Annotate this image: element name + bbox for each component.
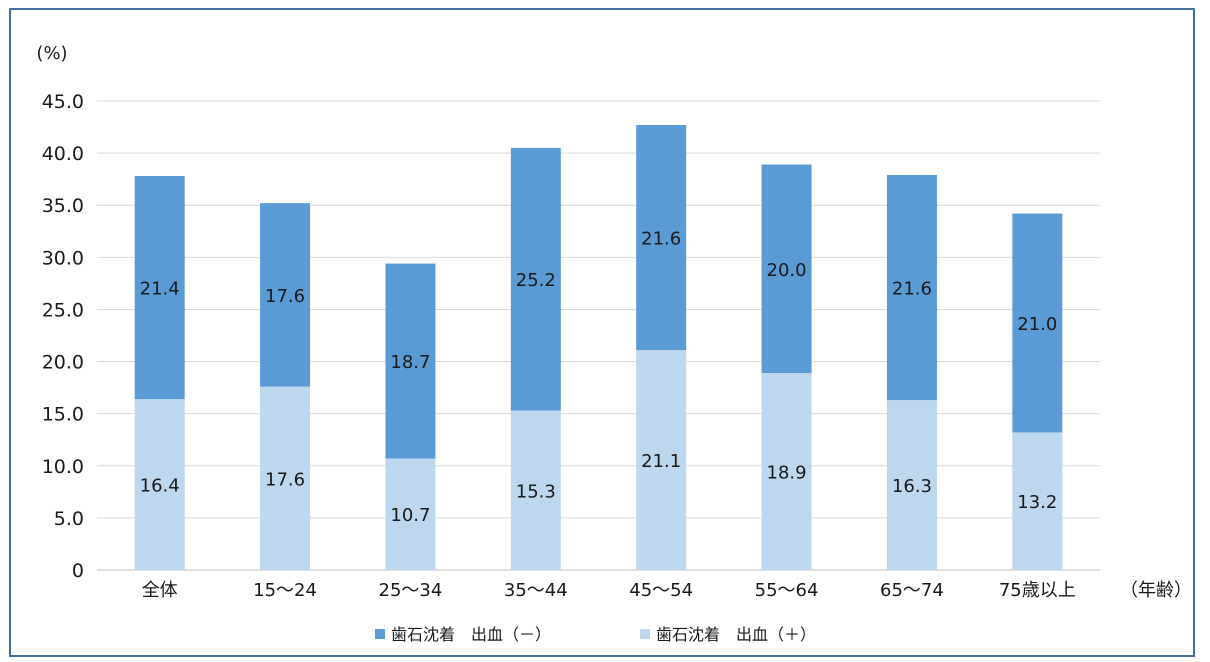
y-axis-unit-label: (%) [36, 43, 67, 64]
y-tick-label: 25.0 [42, 299, 84, 321]
bar-segment-series-1 [761, 164, 812, 374]
y-tick-label: 0 [72, 560, 84, 582]
x-category-label: 65～74 [880, 580, 944, 601]
data-label: 15.3 [516, 481, 556, 502]
x-category-label: 15～24 [253, 580, 317, 601]
legend-label: 歯石沈着 出血（＋） [656, 625, 816, 644]
data-label: 18.9 [767, 463, 807, 484]
data-label: 18.7 [390, 352, 430, 373]
data-label: 21.4 [140, 279, 180, 300]
bar-segment-series-1 [260, 203, 311, 387]
y-tick-label: 45.0 [42, 91, 84, 113]
bar-segment-series-1 [385, 263, 436, 459]
bar-segment-series-0 [886, 400, 937, 570]
data-label: 25.2 [516, 270, 556, 291]
y-tick-label: 5.0 [54, 508, 84, 530]
bar-segment-series-0 [1012, 432, 1063, 570]
data-label: 17.6 [265, 469, 305, 490]
data-label: 21.6 [641, 229, 681, 250]
y-tick-label: 35.0 [42, 195, 84, 217]
bar-segment-series-0 [510, 410, 561, 570]
y-tick-label: 20.0 [42, 352, 84, 374]
data-label: 13.2 [1017, 492, 1057, 513]
y-tick-label: 40.0 [42, 143, 84, 165]
bar-segment-series-1 [1012, 213, 1063, 433]
x-axis-unit-label: （年齢） [1120, 580, 1192, 601]
legend-swatch [640, 629, 650, 639]
bar-segment-series-1 [134, 176, 185, 400]
y-tick-label: 10.0 [42, 456, 84, 478]
data-label: 16.4 [140, 476, 180, 497]
legend-label: 歯石沈着 出血（－） [391, 625, 551, 644]
bar-segment-series-0 [134, 399, 185, 570]
x-category-label: 75歳以上 [999, 580, 1076, 601]
data-label: 21.0 [1017, 314, 1057, 335]
x-category-label: 35～44 [504, 580, 568, 601]
data-label: 20.0 [767, 260, 807, 281]
x-category-label: 55～64 [755, 580, 819, 601]
legend-swatch [375, 629, 385, 639]
bar-segment-series-0 [636, 350, 687, 570]
x-category-label: 25～34 [379, 580, 443, 601]
bar-segment-series-1 [636, 124, 687, 351]
data-label: 10.7 [390, 505, 430, 526]
bar-segment-series-0 [260, 386, 311, 570]
bar-segment-series-1 [510, 147, 561, 411]
y-tick-label: 15.0 [42, 404, 84, 426]
data-label: 16.3 [892, 476, 932, 497]
bar-segment-series-0 [761, 373, 812, 570]
x-category-label: 全体 [142, 580, 178, 601]
chart-frame [9, 8, 1195, 657]
data-label: 21.1 [641, 451, 681, 472]
data-label: 17.6 [265, 286, 305, 307]
bar-segment-series-1 [886, 174, 937, 401]
y-tick-label: 30.0 [42, 247, 84, 269]
bar-segment-series-0 [385, 458, 436, 570]
x-category-label: 45～54 [629, 580, 693, 601]
data-label: 21.6 [892, 279, 932, 300]
